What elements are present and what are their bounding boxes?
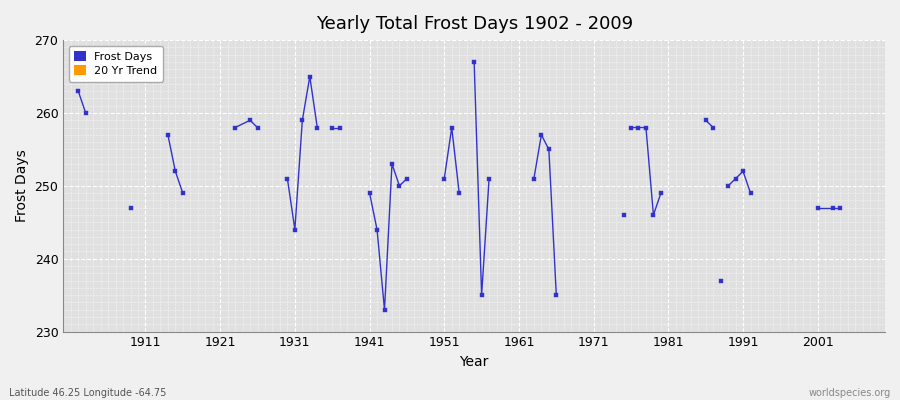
Frost Days xyxy=(73,89,84,94)
Line: Frost Days: Frost Days xyxy=(76,89,87,115)
Legend: Frost Days, 20 Yr Trend: Frost Days, 20 Yr Trend xyxy=(68,46,163,82)
Text: Latitude 46.25 Longitude -64.75: Latitude 46.25 Longitude -64.75 xyxy=(9,388,166,398)
Title: Yearly Total Frost Days 1902 - 2009: Yearly Total Frost Days 1902 - 2009 xyxy=(316,15,633,33)
Text: worldspecies.org: worldspecies.org xyxy=(809,388,891,398)
X-axis label: Year: Year xyxy=(460,355,489,369)
Frost Days xyxy=(80,110,91,115)
Y-axis label: Frost Days: Frost Days xyxy=(15,150,29,222)
